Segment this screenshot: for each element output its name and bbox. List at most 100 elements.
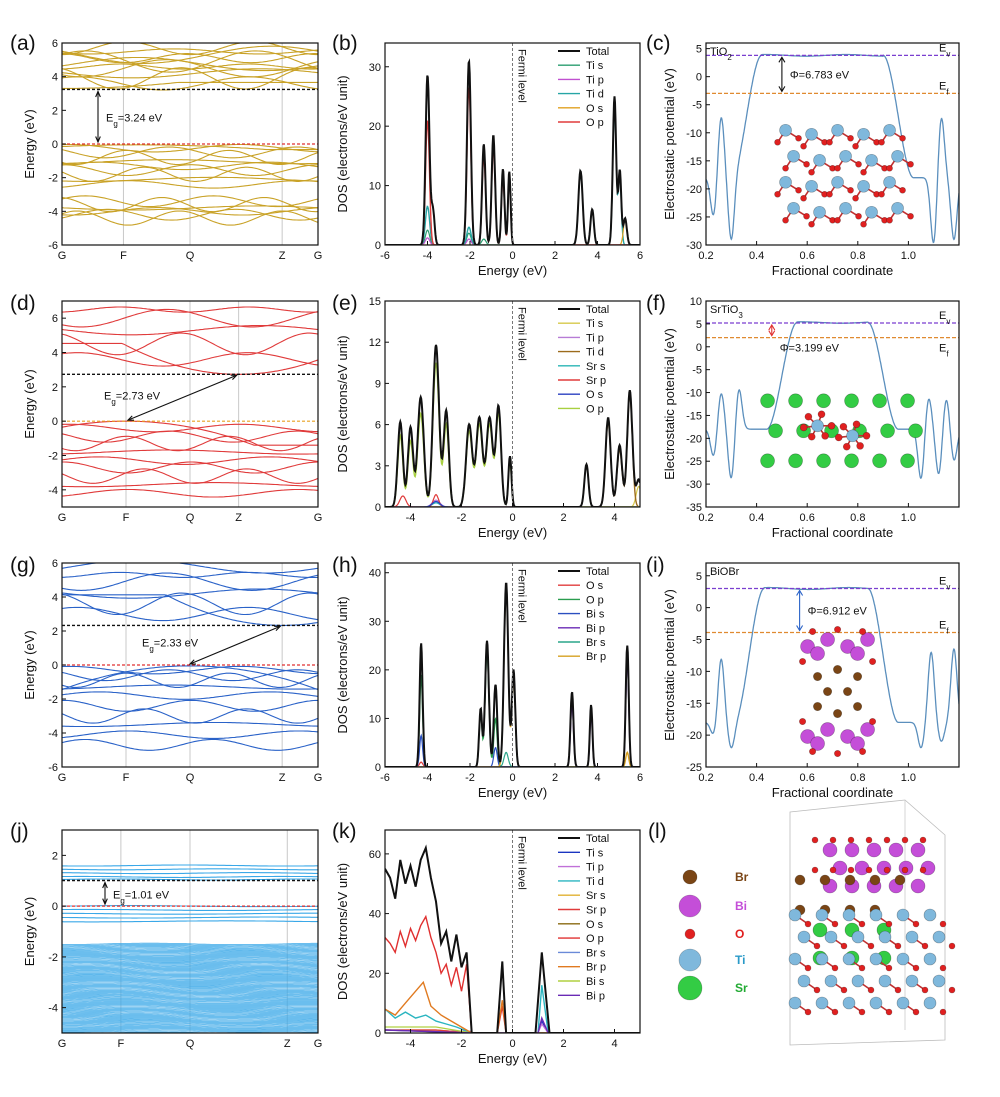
gap-arrow [127, 374, 237, 421]
y-tick-label: -2 [48, 451, 58, 463]
band-curve [62, 980, 318, 983]
x-axis-label: Energy (eV) [478, 1051, 547, 1066]
gap-label-rest: =2.73 eV [116, 391, 161, 403]
atom-ti [805, 179, 818, 193]
x-tick-label: -4 [423, 772, 433, 784]
fermi-level-label: Fermi level [516, 836, 528, 890]
band-curve [62, 996, 318, 999]
atom-o [901, 866, 909, 874]
atom-ti [805, 127, 818, 141]
legend-label: Ti s [586, 847, 604, 859]
work-function-arrow-head [796, 625, 804, 632]
atom-o [858, 964, 866, 972]
band-curve [62, 864, 318, 867]
band-curve [62, 1015, 318, 1019]
x-tick-label: 0 [509, 250, 515, 262]
atom-o [921, 986, 929, 994]
legend-atom-label: Ti [735, 953, 745, 967]
atom-o [852, 194, 859, 202]
y-axis-label: Energy (eV) [22, 897, 37, 966]
atom-o [939, 920, 947, 928]
frame-f [705, 300, 960, 508]
fermi-level-label: Fermi level [516, 569, 528, 623]
k-point-label: F [120, 250, 127, 262]
legend-label: O s [586, 580, 604, 592]
y-tick-label: 0 [52, 901, 58, 913]
atom-ti [831, 123, 844, 137]
y-axis-label: Energy (eV) [22, 630, 37, 699]
atom-o [894, 942, 902, 950]
atom-ti [869, 952, 883, 966]
atom-o [774, 138, 781, 146]
atom-o [813, 942, 821, 950]
band-curve [62, 993, 318, 996]
fermi-level-label: Fermi level [516, 307, 528, 361]
atom-ti [869, 908, 883, 922]
x-tick-label: -6 [380, 250, 390, 262]
x-tick-label: -6 [380, 772, 390, 784]
band-curve [62, 999, 318, 1001]
atom-o [885, 920, 893, 928]
fermi-level-label-main: E [939, 619, 946, 631]
atom-ti [896, 952, 910, 966]
gap-label-main: E [104, 391, 111, 403]
gap-label: Eg=2.73 eV [104, 391, 161, 407]
y-axis-label: DOS (electrons/eV unit) [335, 335, 350, 472]
gap-label-sub: g [111, 397, 115, 406]
legend-atom-label: Bi [735, 899, 747, 913]
atom-ti [797, 930, 811, 944]
band-curve [62, 1002, 318, 1004]
band-curve [62, 985, 318, 988]
band-curve [62, 912, 318, 915]
band-lines [62, 43, 318, 245]
atom-o [899, 186, 906, 194]
atom-o [867, 942, 875, 950]
atom-o [803, 160, 810, 168]
band-curve [62, 488, 318, 498]
y-tick-label: 2 [52, 382, 58, 394]
x-tick-label: 6 [637, 772, 643, 784]
dos-series [385, 914, 640, 1033]
work-function-label: Φ=6.912 eV [808, 605, 868, 617]
gap-label: Eg=2.33 eV [142, 637, 199, 653]
atom-br [894, 874, 906, 886]
legend-label: Total [586, 304, 609, 316]
atom-o [800, 194, 807, 202]
vacuum-level-label: Ev [939, 576, 950, 592]
panel-g: (g) Eg=2.33 eV -6 -4 -2 0 2 4 6 G F Q Z G Energy (eV) [10, 554, 322, 784]
band-curve [62, 45, 318, 64]
band-curve [62, 982, 318, 984]
atom-bi [910, 842, 926, 858]
vacuum-level-label-main: E [939, 42, 946, 54]
band-curve [62, 1006, 318, 1008]
band-curve [62, 1012, 318, 1015]
band-curve [62, 159, 318, 165]
atom-o [894, 986, 902, 994]
x-tick-label: 2 [560, 1038, 566, 1050]
vacuum-level-label-sub: v [946, 316, 950, 325]
y-tick-label: 10 [369, 181, 381, 193]
gap-arrow-head [95, 136, 101, 144]
y-tick-label: 12 [369, 337, 381, 349]
band-curve [62, 1023, 318, 1025]
band-curve [62, 916, 318, 919]
legend-atom-label: Br [735, 870, 749, 884]
gap-arrow-head [95, 90, 101, 98]
y-axis-label: Electrostatic potential (eV) [662, 68, 677, 220]
atom-ti [896, 908, 910, 922]
atom-o [800, 142, 807, 150]
band-curve [62, 721, 318, 728]
x-tick-label: 0.6 [800, 512, 815, 524]
band-curve [62, 324, 318, 336]
atom-ti [932, 930, 946, 944]
x-tick-label: 0.6 [800, 772, 815, 784]
atom-o [865, 836, 873, 844]
y-tick-label: 4 [52, 72, 58, 84]
band-curve [62, 951, 318, 953]
atom-sr [788, 453, 803, 469]
atom-ti [869, 996, 883, 1010]
atom-ti [811, 419, 824, 433]
atom-o [865, 866, 873, 874]
band-curve [62, 210, 318, 226]
work-function-arrow-head [778, 86, 786, 93]
